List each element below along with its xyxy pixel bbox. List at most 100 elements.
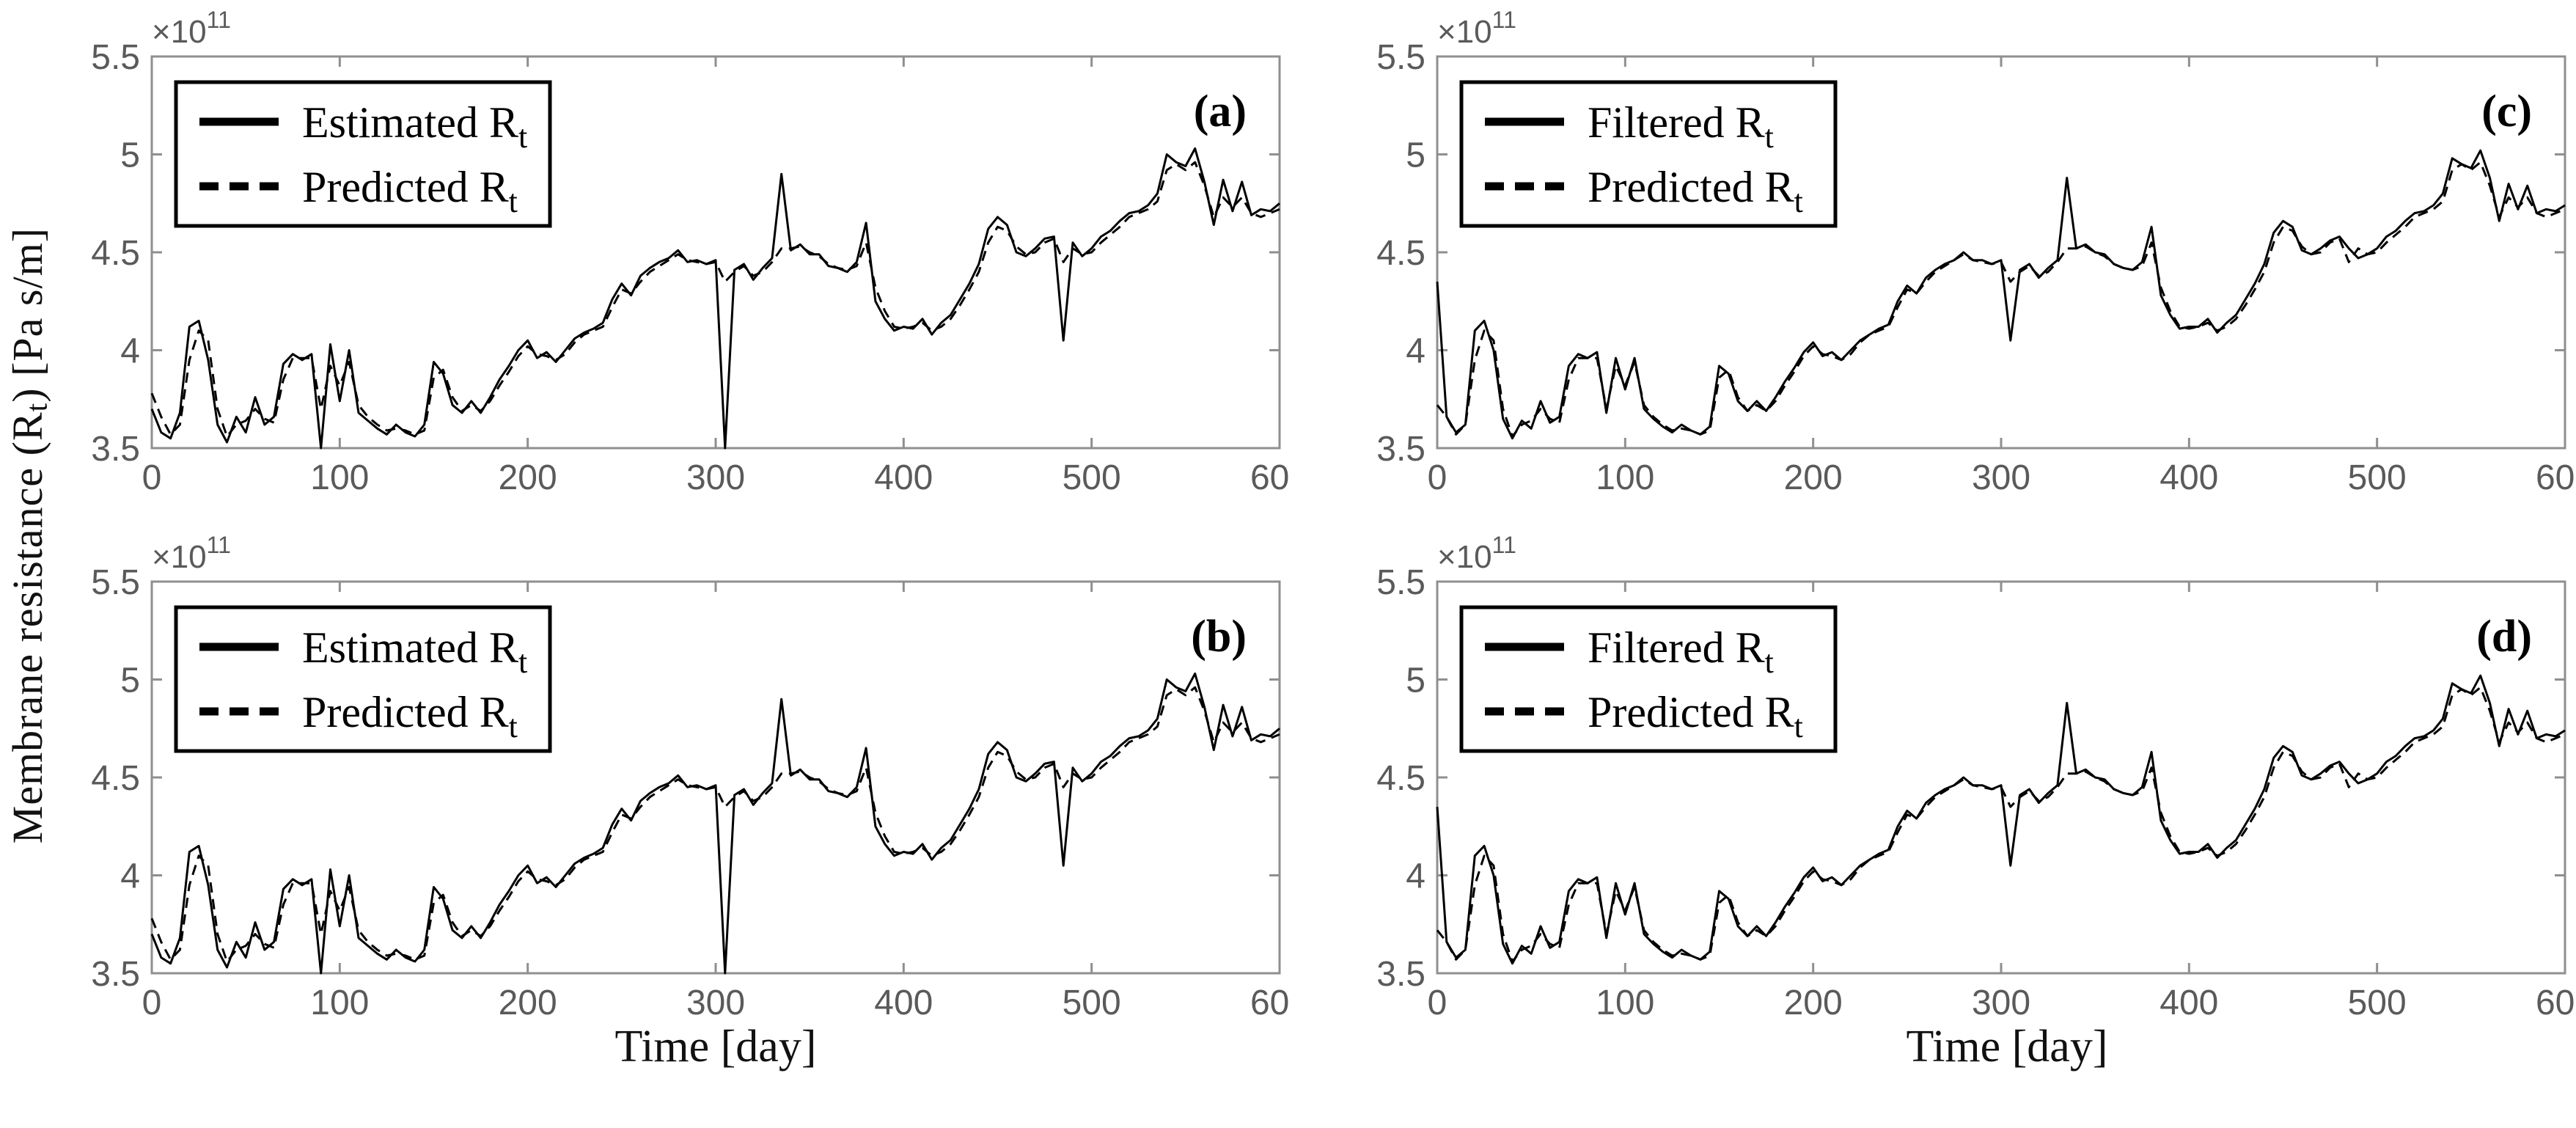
y-axis-exponent: ×1011 [1437, 7, 1516, 50]
y-tick-label: 5 [1406, 662, 1425, 700]
y-tick-label: 3.5 [91, 430, 140, 469]
series-line-dashed [150, 686, 1280, 963]
x-tick-label: 200 [499, 458, 557, 497]
legend-box [1459, 80, 1838, 228]
x-tick-label: 400 [2159, 458, 2218, 497]
x-tick-label: 400 [874, 984, 933, 1022]
series-line-dashed [150, 161, 1280, 438]
chart-panel: ×1011 0 100 200 300 400 500 600 3.5 4 4.5 5 5.5 (c)… [1376, 7, 2576, 497]
legend: Estimated Rt Predicted Rt [174, 80, 552, 228]
y-tick-label: 5 [120, 136, 140, 175]
axis-tick-labels: 0 100 200 300 400 500 600 3.5 4 4.5 5 5.5 [91, 563, 1291, 1022]
series-lines [1436, 674, 2566, 965]
series-lines [1436, 149, 2566, 440]
y-tick-label: 4 [1406, 857, 1425, 896]
legend-box [174, 605, 552, 753]
x-tick-label: 500 [1063, 458, 1121, 497]
legend-box [1459, 605, 1838, 753]
x-tick-label: 600 [2536, 458, 2576, 497]
panel-a: ×1011 0 100 200 300 400 500 600 3.5 4 4.5 5 5.5 (a)… [44, 0, 1291, 513]
y-axis-exponent: ×1011 [152, 532, 231, 575]
x-tick-label: 100 [310, 984, 369, 1022]
legend-label-dashed: Predicted Rt [302, 163, 518, 219]
x-tick-label: 100 [310, 458, 369, 497]
legend-label-solid: Estimated Rt [302, 98, 527, 155]
y-tick-label: 5.5 [1376, 38, 1425, 77]
x-tick-label: 600 [1250, 984, 1291, 1022]
x-tick-label: 200 [499, 984, 557, 1022]
y-tick-label: 4 [120, 857, 140, 896]
x-tick-label: 300 [1972, 984, 2030, 1022]
axis-ticks [150, 580, 1281, 975]
legend-label-solid: Filtered Rt [1588, 623, 1774, 680]
x-tick-label: 600 [2536, 984, 2576, 1022]
panel-d: ×1011 0 100 200 300 400 500 600 3.5 4 4.5 5 5.5 (d)… [1329, 525, 2576, 1039]
y-tick-label: 4.5 [91, 234, 140, 273]
x-tick-label: 300 [1972, 458, 2030, 497]
panel-c: ×1011 0 100 200 300 400 500 600 3.5 4 4.5 5 5.5 (c)… [1329, 0, 2576, 513]
y-tick-label: 5 [120, 662, 140, 700]
y-axis-exponent: ×1011 [152, 7, 231, 50]
x-tick-label: 600 [1250, 458, 1291, 497]
series-line-dashed [1436, 686, 2566, 963]
series-lines [150, 147, 1280, 450]
panel-letter: (a) [1194, 87, 1247, 136]
legend-label-dashed: Predicted Rt [1588, 163, 1803, 219]
y-axis-exponent: ×1011 [1437, 532, 1516, 575]
legend: Filtered Rt Predicted Rt [1459, 605, 1838, 753]
y-tick-label: 5.5 [91, 563, 140, 602]
series-line-solid [150, 147, 1280, 450]
axis-tick-labels: 0 100 200 300 400 500 600 3.5 4 4.5 5 5.5 [1376, 38, 2576, 497]
legend: Estimated Rt Predicted Rt [174, 605, 552, 753]
x-tick-label: 500 [2348, 984, 2407, 1022]
x-tick-label: 400 [874, 458, 933, 497]
y-tick-label: 4.5 [1376, 759, 1425, 798]
x-tick-label: 100 [1596, 458, 1654, 497]
x-tick-label: 100 [1596, 984, 1654, 1022]
x-tick-label: 0 [142, 984, 162, 1022]
y-tick-label: 4 [120, 332, 140, 371]
legend-label-dashed: Predicted Rt [302, 688, 518, 744]
y-tick-label: 4.5 [1376, 234, 1425, 273]
legend-label-solid: Filtered Rt [1588, 98, 1774, 155]
x-tick-label: 500 [2348, 458, 2407, 497]
x-tick-label: 300 [686, 984, 745, 1022]
x-tick-label: 0 [142, 458, 162, 497]
legend: Filtered Rt Predicted Rt [1459, 80, 1838, 228]
x-tick-label: 0 [1428, 458, 1447, 497]
x-axis-label-right: Time [day] [1906, 1022, 2108, 1072]
axis-tick-labels: 0 100 200 300 400 500 600 3.5 4 4.5 5 5.5 [1376, 563, 2576, 1022]
legend-box [174, 80, 552, 228]
legend-label-dashed: Predicted Rt [1588, 688, 1803, 744]
chart-panel: ×1011 0 100 200 300 400 500 600 3.5 4 4.5 5 5.5 (a)… [91, 7, 1291, 497]
series-line-dashed [1436, 161, 2566, 438]
series-line-solid [150, 673, 1280, 975]
y-tick-label: 3.5 [1376, 955, 1425, 994]
series-line-solid [1436, 149, 2566, 440]
x-tick-label: 300 [686, 458, 745, 497]
axis-ticks [1436, 580, 2566, 975]
panel-letter: (c) [2481, 87, 2532, 136]
y-tick-label: 5.5 [1376, 563, 1425, 602]
x-tick-label: 500 [1063, 984, 1121, 1022]
x-tick-label: 200 [1784, 984, 1843, 1022]
y-tick-label: 3.5 [1376, 430, 1425, 469]
panel-b: ×1011 0 100 200 300 400 500 600 3.5 4 4.5 5 5.5 (b)… [44, 525, 1291, 1039]
y-tick-label: 4.5 [91, 759, 140, 798]
axis-tick-labels: 0 100 200 300 400 500 600 3.5 4 4.5 5 5.5 [91, 38, 1291, 497]
series-line-solid [1436, 674, 2566, 965]
legend-label-solid: Estimated Rt [302, 623, 527, 680]
x-axis-label-left: Time [day] [614, 1022, 817, 1072]
x-tick-label: 400 [2159, 984, 2218, 1022]
chart-panel: ×1011 0 100 200 300 400 500 600 3.5 4 4.5 5 5.5 (b)… [91, 532, 1291, 1022]
x-tick-label: 0 [1428, 984, 1447, 1022]
y-tick-label: 3.5 [91, 955, 140, 994]
panel-letter: (d) [2476, 612, 2532, 662]
axis-ticks [1436, 55, 2566, 450]
y-tick-label: 4 [1406, 332, 1425, 371]
y-tick-label: 5 [1406, 136, 1425, 175]
axis-ticks [150, 55, 1281, 450]
panel-letter: (b) [1191, 612, 1247, 662]
series-lines [150, 673, 1280, 975]
